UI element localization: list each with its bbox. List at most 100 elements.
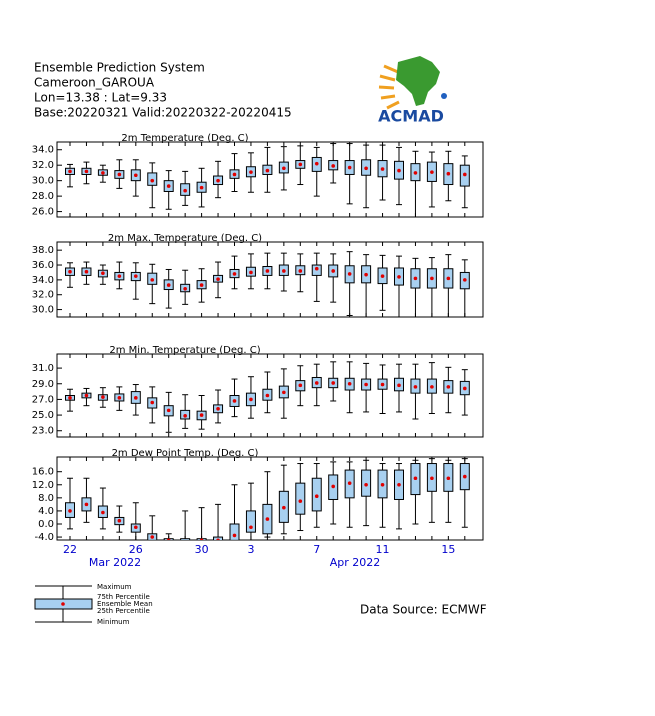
y-tick-label: 4.0 (38, 506, 54, 517)
mean-dot (463, 172, 467, 177)
mean-dot (216, 407, 220, 411)
mean-dot (282, 505, 286, 510)
mean-dot (430, 276, 434, 281)
data-source: Data Source: ECMWF (360, 603, 487, 617)
y-tick-label: 12.0 (32, 480, 54, 491)
series (65, 143, 470, 217)
y-tick-label: 8.0 (38, 493, 54, 504)
mean-dot (183, 188, 187, 193)
panel-title: 2m Temperature (Deg. C) (121, 133, 248, 144)
box (229, 523, 240, 540)
mean-dot (364, 382, 368, 387)
mean-dot (347, 381, 352, 386)
mean-dot (331, 269, 336, 273)
mean-dot (68, 509, 72, 513)
y-tick-label: 31.0 (32, 363, 54, 374)
mean-dot (314, 266, 319, 271)
mean-dot (298, 269, 303, 273)
mean-dot (134, 173, 138, 178)
mean-dot (84, 269, 89, 274)
mean-dot (397, 383, 401, 388)
y-tick-label: 27.0 (32, 394, 54, 405)
mean-dot (166, 538, 171, 540)
mean-dot (249, 525, 253, 530)
mean-dot (232, 533, 237, 538)
mean-dot (68, 396, 72, 400)
mean-dot (68, 269, 72, 274)
y-tick-label: 34.0 (32, 275, 54, 286)
mean-dot (380, 382, 385, 387)
month-label: Mar 2022 (89, 556, 141, 569)
mean-dot (298, 162, 303, 167)
legend-label: Maximum (97, 583, 132, 591)
mean-dot (216, 277, 220, 281)
y-tick-label: 23.0 (32, 426, 54, 437)
x-tick-label: 26 (129, 543, 143, 556)
mean-dot (446, 171, 451, 176)
mean-dot (166, 184, 171, 188)
y-tick-label: 38.0 (32, 245, 54, 256)
mean-dot (265, 517, 270, 521)
mean-dot (380, 274, 385, 278)
x-tick-label: 3 (247, 543, 254, 556)
y-tick-label: 16.0 (32, 467, 54, 478)
mean-dot (150, 178, 155, 183)
mean-dot (134, 525, 138, 530)
mean-dot (331, 164, 336, 168)
box (245, 510, 256, 533)
mean-dot (216, 178, 220, 183)
mean-dot (331, 484, 336, 489)
mean-dot (199, 283, 204, 287)
mean-dot (84, 169, 89, 174)
x-tick-label: 30 (195, 543, 209, 556)
panel-title: 2m Max. Temperature (Deg. C) (108, 233, 262, 244)
mean-dot (101, 171, 105, 175)
mean-dot (463, 386, 467, 391)
y-tick-label: 36.0 (32, 260, 54, 271)
logo-text: ACMAD (378, 107, 444, 126)
mean-dot (298, 499, 303, 503)
mean-dot (249, 397, 253, 402)
series (65, 251, 470, 317)
mean-dot (347, 165, 352, 170)
mean-dot (413, 385, 418, 389)
mean-dot (249, 270, 253, 275)
mean-dot (101, 510, 105, 515)
panel-title: 2m Min. Temperature (Deg. C) (109, 345, 260, 356)
series (65, 361, 470, 433)
y-tick-label: -4.0 (34, 532, 54, 543)
mean-dot (68, 169, 72, 174)
y-tick-label: 30.0 (32, 305, 54, 316)
legend: Maximum 75th Percentile Ensemble Mean 25… (34, 583, 153, 626)
mean-dot (166, 283, 171, 287)
mean-dot (463, 278, 467, 282)
y-tick-label: 26.0 (32, 207, 54, 218)
mean-dot (150, 535, 155, 539)
mean-dot (413, 476, 418, 481)
header-line: Lon=13.38 : Lat=9.33 (34, 91, 167, 105)
mean-dot (166, 408, 171, 413)
y-tick-label: 0.0 (38, 519, 54, 530)
mean-dot (298, 383, 303, 388)
mean-dot (380, 167, 385, 171)
mean-dot (216, 538, 220, 540)
mean-dot (150, 278, 155, 282)
mean-dot (446, 385, 451, 389)
mean-dot (232, 399, 237, 403)
mean-dot (430, 476, 434, 481)
plot-frame (56, 456, 484, 541)
header-line: Ensemble Prediction System (34, 61, 205, 75)
mean-dot (101, 271, 105, 275)
mean-dot (446, 476, 451, 481)
mean-dot (364, 272, 368, 277)
mean-dot (331, 381, 336, 385)
mean-dot (364, 482, 368, 487)
mean-dot (117, 518, 122, 523)
legend-label: Ensemble Mean (97, 600, 153, 608)
month-label: Apr 2022 (330, 556, 381, 569)
legend-label: 25th Percentile (97, 607, 150, 615)
mean-dot (380, 482, 385, 487)
mean-dot (232, 172, 237, 177)
mean-dot (265, 393, 270, 398)
